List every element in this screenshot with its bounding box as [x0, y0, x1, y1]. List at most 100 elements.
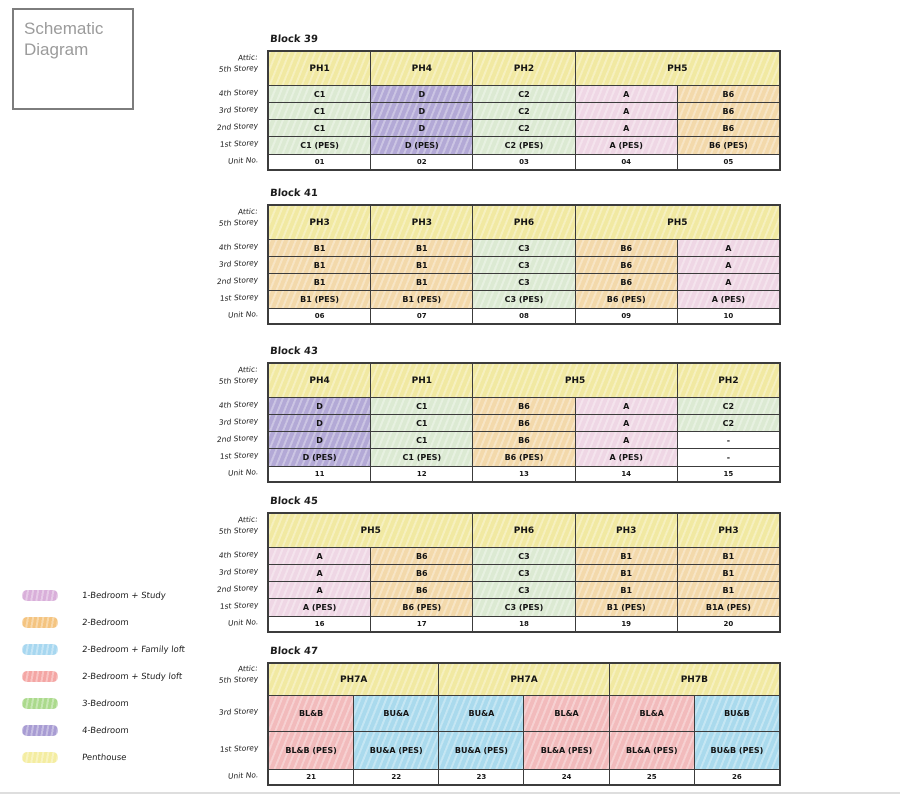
unit-cell: B6: [677, 103, 779, 119]
unit-cell: B1: [269, 274, 371, 290]
unit-cell: B1: [575, 565, 677, 581]
unit-cell: BU&B (PES): [694, 732, 779, 769]
legend-label: 2-Bedroom: [81, 617, 130, 628]
legend-label: 3-Bedroom: [81, 698, 130, 709]
penthouse-cell: PH4: [371, 52, 473, 85]
penthouse-cell: PH6: [473, 206, 575, 239]
penthouse-cell: PH1: [371, 364, 473, 397]
unit-cell: B6: [371, 582, 473, 598]
unit-cell: B6: [575, 257, 677, 273]
legend-swatch: [22, 617, 58, 628]
unit-cell: B1: [371, 240, 473, 256]
row-label: 5th Storey: [218, 62, 259, 75]
block-title: Block 39: [269, 34, 319, 45]
unit-number-cell: 20: [677, 617, 779, 631]
penthouse-cell: PH2: [473, 52, 575, 85]
unit-cell: C2: [473, 86, 575, 102]
unit-cell: BU&A (PES): [439, 732, 524, 769]
unit-cell: A: [677, 257, 779, 273]
unit-cell: B1: [677, 582, 779, 598]
unit-cell: B6: [677, 120, 779, 136]
unit-cell: BU&B: [694, 696, 779, 731]
legend-swatch: [22, 725, 58, 736]
row-label: 2nd Storey: [216, 582, 259, 595]
unit-cell: C1 (PES): [269, 137, 371, 154]
unit-cell: C1: [371, 398, 473, 414]
unit-cell: BL&A: [609, 696, 694, 731]
penthouse-cell: PH1: [269, 52, 371, 85]
penthouse-cell: PH3: [677, 514, 779, 547]
unit-cell: A: [575, 120, 677, 136]
row-label: 3rd Storey: [218, 565, 259, 578]
legend-swatch: [22, 590, 58, 601]
unit-number-cell: 03: [473, 155, 575, 169]
legend-swatch: [22, 671, 58, 682]
unit-number-cell: 17: [371, 617, 473, 631]
unit-cell: B6: [677, 86, 779, 102]
schematic-title-line2: Diagram: [24, 40, 89, 60]
row-label: Unit No.: [227, 467, 259, 478]
row-label: Attic:: [237, 52, 259, 63]
unit-cell: A (PES): [575, 137, 677, 154]
unit-cell: D: [371, 120, 473, 136]
row-label: 2nd Storey: [216, 120, 259, 133]
unit-cell: A (PES): [575, 449, 677, 466]
block-title: Block 45: [269, 496, 319, 507]
legend-item: 3-Bedroom: [22, 698, 185, 709]
unit-number-cell: 13: [473, 467, 575, 481]
penthouse-cell: PH3: [269, 206, 371, 239]
penthouse-cell: PH5: [575, 52, 779, 85]
penthouse-cell: PH7A: [269, 664, 439, 695]
penthouse-cell: PH4: [269, 364, 371, 397]
unit-cell: B1: [575, 582, 677, 598]
unit-cell: D: [371, 103, 473, 119]
unit-number-cell: 26: [694, 770, 779, 784]
legend-label: 2-Bedroom + Family loft: [81, 644, 186, 655]
block-section: Block 41 Attic: 5th Storey 4th Storey 3rd St…: [0, 188, 900, 334]
unit-cell: B6 (PES): [473, 449, 575, 466]
unit-cell: A: [575, 415, 677, 431]
unit-cell: A: [269, 548, 371, 564]
unit-cell: BU&A: [439, 696, 524, 731]
penthouse-cell: PH3: [371, 206, 473, 239]
schematic-diagram-box: Schematic Diagram: [12, 8, 134, 110]
unit-number-cell: 18: [473, 617, 575, 631]
unit-number-cell: 11: [269, 467, 371, 481]
legend-swatch: [22, 698, 58, 709]
legend-label: Penthouse: [81, 752, 127, 763]
row-label: Attic:: [237, 514, 259, 525]
unit-cell: B6: [473, 415, 575, 431]
unit-cell: A: [677, 274, 779, 290]
legend-swatch: [22, 644, 58, 655]
unit-cell: B1: [677, 548, 779, 564]
unit-cell: D (PES): [371, 137, 473, 154]
row-label: 2nd Storey: [216, 274, 259, 287]
unit-cell: C3: [473, 582, 575, 598]
unit-cell: C1: [269, 103, 371, 119]
penthouse-cell: PH6: [473, 514, 575, 547]
row-label: 4th Storey: [218, 398, 259, 411]
unit-cell: A: [269, 582, 371, 598]
unit-cell: A (PES): [269, 599, 371, 616]
penthouse-cell: PH5: [473, 364, 677, 397]
unit-cell: B1: [371, 274, 473, 290]
row-label: 1st Storey: [219, 743, 259, 754]
unit-cell: C1: [269, 86, 371, 102]
unit-cell: B6: [575, 274, 677, 290]
block-section: Block 45 Attic: 5th Storey 4th Storey 3rd St…: [0, 496, 900, 642]
unit-cell: B1: [269, 240, 371, 256]
unit-cell: A: [677, 240, 779, 256]
unit-cell: B6: [371, 548, 473, 564]
unit-number-cell: 19: [575, 617, 677, 631]
unit-number-cell: 01: [269, 155, 371, 169]
block-title: Block 43: [269, 346, 319, 357]
unit-cell: B1: [371, 257, 473, 273]
unit-number-cell: 07: [371, 309, 473, 323]
unit-number-cell: 25: [609, 770, 694, 784]
unit-cell: A: [575, 103, 677, 119]
row-label: Unit No.: [227, 309, 259, 320]
unit-number-cell: 05: [677, 155, 779, 169]
penthouse-cell: PH7A: [439, 664, 609, 695]
unit-cell: B1: [575, 548, 677, 564]
unit-cell: C2: [473, 120, 575, 136]
